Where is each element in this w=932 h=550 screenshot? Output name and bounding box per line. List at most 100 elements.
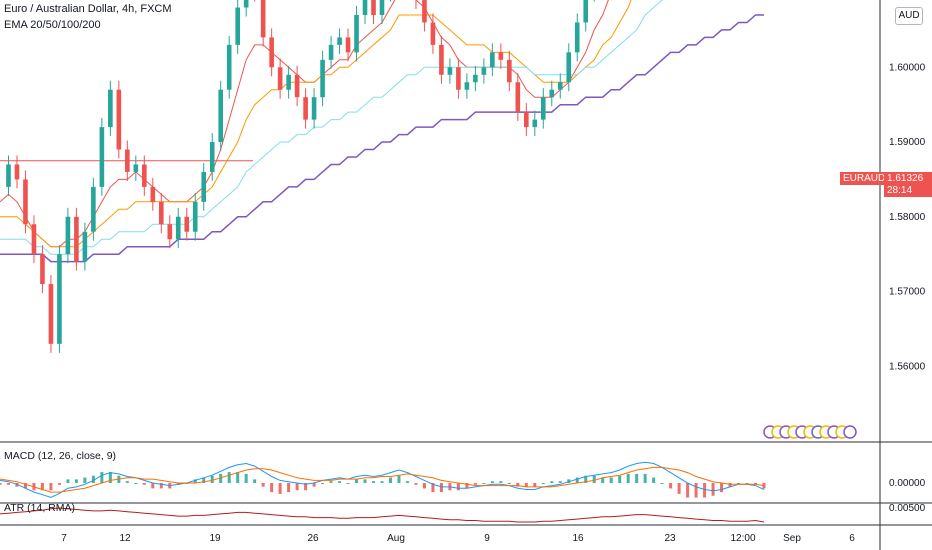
macd-histogram-bar — [618, 475, 622, 483]
ema-line-ema50 — [0, 0, 632, 248]
macd-histogram-bar — [405, 481, 409, 483]
macd-histogram-bar — [550, 481, 554, 483]
candle-body — [269, 37, 274, 68]
macd-histogram-bar — [431, 483, 435, 493]
macd-line — [0, 461, 765, 498]
macd-histogram-bar — [473, 483, 477, 485]
ema-indicator-label[interactable]: EMA 20/50/100/200 — [4, 19, 101, 31]
y-tick-label: 1.59000 — [889, 137, 926, 148]
candle-body — [507, 59, 512, 83]
candle-body — [201, 171, 207, 202]
macd-histogram-bar — [372, 481, 376, 483]
event-icon — [843, 425, 857, 439]
atr-line — [0, 507, 765, 523]
x-tick-label: 16 — [572, 533, 584, 544]
y-tick-label: 1.57000 — [889, 287, 926, 298]
candle-body — [294, 74, 300, 98]
candle-body — [209, 142, 215, 172]
candle-body — [57, 254, 62, 344]
price-pane[interactable] — [0, 0, 880, 439]
macd-label[interactable]: MACD (12, 26, close, 9) — [4, 450, 117, 462]
macd-histogram-bar — [6, 483, 10, 485]
candle-body — [23, 179, 28, 225]
candle-body — [192, 201, 198, 232]
x-tick-label: 9 — [484, 533, 490, 544]
macd-histogram-bar — [346, 483, 350, 484]
macd-histogram-bar — [193, 479, 197, 483]
macd-histogram-bar — [108, 472, 112, 483]
macd-histogram-bar — [278, 483, 282, 494]
candle-body — [549, 89, 555, 98]
candle-body — [218, 89, 224, 143]
x-tick-label: 26 — [307, 533, 319, 544]
candle-body — [515, 82, 521, 113]
macd-histogram-bar — [49, 483, 53, 491]
candle-body — [99, 127, 105, 187]
macd-histogram-bar — [592, 475, 596, 483]
candle-body — [362, 0, 368, 15]
last-price-tag: 1.61326 — [884, 172, 932, 185]
macd-histogram-bar — [626, 473, 630, 483]
macd-histogram-bar — [57, 483, 61, 485]
macd-histogram-bar — [142, 483, 146, 485]
macd-histogram-bar — [355, 479, 359, 483]
macd-histogram-bar — [244, 473, 248, 483]
candle-body — [524, 112, 529, 128]
x-tick-label: 12:00 — [730, 533, 755, 544]
candle-body — [167, 224, 173, 240]
candle-body — [422, 0, 427, 23]
macd-histogram-bar — [533, 483, 537, 487]
macd-histogram-bar — [720, 483, 724, 493]
currency-button[interactable]: AUD — [895, 7, 923, 25]
macd-histogram-bar — [261, 483, 265, 487]
macd-histogram-bar — [660, 483, 664, 484]
candle-body — [532, 119, 538, 128]
macd-histogram-bar — [643, 473, 647, 483]
candle-body — [277, 67, 283, 90]
candle-body — [158, 201, 164, 225]
macd-histogram-bar — [422, 483, 426, 489]
candle-body — [328, 44, 334, 60]
candle-body — [540, 97, 546, 120]
macd-pane[interactable] — [0, 461, 766, 498]
candle-body — [133, 164, 139, 172]
macd-histogram-bar — [703, 483, 707, 498]
macd-histogram-bar — [694, 483, 698, 498]
macd-histogram-bar — [338, 481, 342, 483]
y-tick-label: 1.60000 — [889, 62, 926, 73]
x-tick-label: Aug — [387, 533, 405, 544]
macd-histogram-bar — [524, 483, 528, 487]
atr-label[interactable]: ATR (14, RMA) — [4, 502, 75, 514]
candle-body — [464, 82, 470, 90]
candle-body — [439, 44, 444, 75]
macd-histogram-bar — [507, 483, 511, 484]
macd-histogram-bar — [609, 477, 613, 483]
candle-body — [371, 0, 376, 15]
macd-zero-label: 0.00000 — [889, 478, 926, 489]
candle-body — [184, 216, 190, 232]
candle-body — [116, 89, 122, 150]
candle-body — [31, 224, 37, 255]
atr-pane[interactable] — [0, 507, 765, 523]
candle-body — [91, 186, 96, 232]
candle-body — [354, 14, 359, 53]
candle-body — [557, 82, 563, 90]
macd-histogram-bar — [74, 479, 78, 483]
x-tick-label: 6 — [849, 533, 855, 544]
ema-line-ema200 — [0, 14, 764, 263]
macd-histogram-bar — [287, 483, 291, 493]
macd-histogram-bar — [151, 483, 155, 489]
macd-histogram-bar — [388, 477, 392, 483]
candle-body — [108, 89, 113, 128]
macd-histogram-bar — [397, 475, 401, 483]
candle-body — [345, 37, 351, 53]
macd-histogram-bar — [304, 483, 308, 491]
x-tick-label: 19 — [209, 533, 221, 544]
macd-histogram-bar — [558, 481, 562, 483]
macd-histogram-bar — [253, 479, 257, 483]
candle-body — [82, 231, 88, 262]
candle-body — [574, 22, 580, 53]
candle-body — [226, 44, 232, 90]
